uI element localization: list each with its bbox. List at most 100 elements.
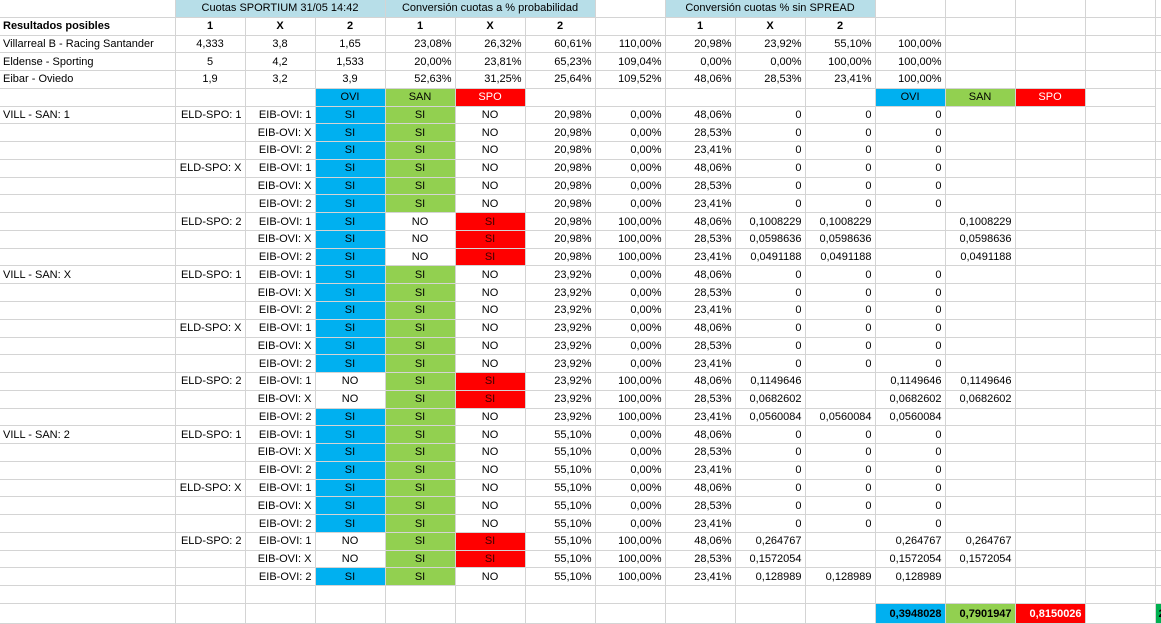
result-cell[interactable]: 0 bbox=[805, 337, 876, 356]
conversion-title-cell[interactable]: Conversión cuotas a % probabilidad bbox=[385, 0, 596, 18]
vill-san-cell[interactable] bbox=[0, 194, 176, 214]
spread-cell[interactable]: 100,00% bbox=[875, 70, 946, 89]
value-cell[interactable]: 20,98% bbox=[525, 141, 596, 160]
result-cell[interactable]: 0 bbox=[875, 194, 946, 214]
odds-cell[interactable]: 4,2 bbox=[245, 52, 316, 72]
cell[interactable] bbox=[1085, 443, 1156, 462]
eib-ovi-cell[interactable]: EIB-OVI: X bbox=[245, 390, 316, 409]
vill-san-cell[interactable]: VILL - SAN: 2 bbox=[0, 425, 176, 445]
san-flag-cell[interactable]: SI bbox=[385, 319, 456, 338]
value-cell[interactable]: 48,06% bbox=[665, 425, 736, 445]
value-cell[interactable]: 100,00% bbox=[595, 550, 666, 569]
result-cell[interactable] bbox=[875, 230, 946, 249]
result-cell[interactable]: 0 bbox=[805, 283, 876, 302]
result-cell[interactable] bbox=[945, 301, 1016, 320]
vill-san-cell[interactable] bbox=[0, 337, 176, 356]
cell[interactable] bbox=[455, 603, 526, 624]
cell[interactable] bbox=[1085, 372, 1156, 391]
odds-cell[interactable]: 3,9 bbox=[315, 70, 386, 89]
result-cell[interactable]: 0 bbox=[875, 479, 946, 498]
cell[interactable] bbox=[1015, 35, 1086, 54]
vill-san-cell[interactable] bbox=[0, 567, 176, 587]
spo-header-cell[interactable]: SPO bbox=[1015, 88, 1086, 107]
cell[interactable] bbox=[1015, 248, 1086, 267]
san-flag-cell[interactable]: SI bbox=[385, 479, 456, 498]
value-cell[interactable]: 0,00% bbox=[595, 443, 666, 462]
cell[interactable] bbox=[1015, 212, 1086, 231]
result-cell[interactable]: 0,0682602 bbox=[945, 390, 1016, 409]
eld-spo-cell[interactable]: ELD-SPO: 2 bbox=[175, 212, 246, 231]
eib-ovi-cell[interactable]: EIB-OVI: 1 bbox=[245, 532, 316, 551]
value-cell[interactable]: 55,10% bbox=[525, 479, 596, 498]
cell[interactable] bbox=[1155, 248, 1161, 267]
san-flag-cell[interactable]: NO bbox=[385, 230, 456, 249]
value-cell[interactable]: 0,00% bbox=[595, 301, 666, 320]
san-flag-cell[interactable]: SI bbox=[385, 425, 456, 445]
spo-flag-cell[interactable]: SI bbox=[455, 212, 526, 231]
cell[interactable] bbox=[175, 603, 246, 624]
cell[interactable] bbox=[1015, 319, 1086, 338]
san-flag-cell[interactable]: SI bbox=[385, 265, 456, 285]
value-cell[interactable]: 100,00% bbox=[595, 532, 666, 551]
san-flag-cell[interactable]: SI bbox=[385, 337, 456, 356]
cell[interactable] bbox=[1155, 70, 1161, 89]
result-cell[interactable]: 0 bbox=[805, 496, 876, 516]
result-cell[interactable]: 0 bbox=[875, 337, 946, 356]
result-cell[interactable]: 0 bbox=[735, 443, 806, 462]
eib-ovi-cell[interactable]: EIB-OVI: 1 bbox=[245, 159, 316, 178]
spo-flag-cell[interactable]: NO bbox=[455, 177, 526, 196]
result-cell[interactable]: 0 bbox=[805, 354, 876, 374]
col-1-header[interactable]: 1 bbox=[665, 17, 736, 36]
odds-cell[interactable]: 1,65 bbox=[315, 35, 386, 54]
eib-ovi-cell[interactable]: EIB-OVI: 1 bbox=[245, 319, 316, 338]
eld-spo-cell[interactable] bbox=[175, 141, 246, 160]
value-cell[interactable]: 0,00% bbox=[595, 283, 666, 302]
eib-ovi-cell[interactable]: EIB-OVI: 2 bbox=[245, 567, 316, 587]
cell[interactable] bbox=[1155, 265, 1161, 285]
eib-ovi-cell[interactable]: EIB-OVI: 1 bbox=[245, 265, 316, 285]
vill-san-cell[interactable] bbox=[0, 461, 176, 480]
ovi-flag-cell[interactable]: SI bbox=[315, 106, 386, 125]
result-cell[interactable]: 0,1008229 bbox=[735, 212, 806, 231]
ovi-flag-cell[interactable]: SI bbox=[315, 194, 386, 214]
cell[interactable] bbox=[315, 603, 386, 624]
cell[interactable] bbox=[0, 88, 176, 107]
result-cell[interactable]: 0 bbox=[875, 496, 946, 516]
result-cell[interactable] bbox=[945, 408, 1016, 427]
value-cell[interactable]: 0,00% bbox=[595, 159, 666, 178]
value-cell[interactable]: 20,98% bbox=[525, 212, 596, 231]
cell[interactable] bbox=[945, 17, 1016, 36]
cell[interactable] bbox=[1085, 514, 1156, 533]
spo-flag-cell[interactable]: SI bbox=[455, 550, 526, 569]
ovi-flag-cell[interactable]: SI bbox=[315, 177, 386, 196]
cell[interactable] bbox=[1015, 52, 1086, 72]
value-cell[interactable]: 23,41% bbox=[665, 354, 736, 374]
cell[interactable] bbox=[1085, 17, 1156, 36]
result-cell[interactable] bbox=[945, 567, 1016, 587]
san-flag-cell[interactable]: SI bbox=[385, 177, 456, 196]
value-cell[interactable]: 48,06% bbox=[665, 106, 736, 125]
probability-cell[interactable]: 109,52% bbox=[595, 70, 666, 89]
result-cell[interactable] bbox=[805, 372, 876, 391]
cell[interactable] bbox=[1085, 265, 1156, 285]
san-flag-cell[interactable]: SI bbox=[385, 496, 456, 516]
value-cell[interactable]: 0,00% bbox=[595, 123, 666, 143]
result-cell[interactable]: 0 bbox=[805, 194, 876, 214]
ovi-flag-cell[interactable]: NO bbox=[315, 550, 386, 569]
spo-flag-cell[interactable]: NO bbox=[455, 514, 526, 533]
ovi-flag-cell[interactable]: SI bbox=[315, 514, 386, 533]
vill-san-cell[interactable] bbox=[0, 532, 176, 551]
cell[interactable] bbox=[1155, 106, 1161, 125]
spo-flag-cell[interactable]: NO bbox=[455, 159, 526, 178]
cell[interactable] bbox=[735, 603, 806, 624]
cell[interactable] bbox=[1085, 248, 1156, 267]
value-cell[interactable]: 23,92% bbox=[525, 354, 596, 374]
col-1-header[interactable]: 1 bbox=[175, 17, 246, 36]
result-cell[interactable]: 0 bbox=[875, 106, 946, 125]
spo-flag-cell[interactable]: NO bbox=[455, 123, 526, 143]
value-cell[interactable]: 0,00% bbox=[595, 496, 666, 516]
spo-flag-cell[interactable]: NO bbox=[455, 141, 526, 160]
eld-spo-cell[interactable] bbox=[175, 461, 246, 480]
result-cell[interactable] bbox=[945, 159, 1016, 178]
eld-spo-cell[interactable]: ELD-SPO: 2 bbox=[175, 532, 246, 551]
